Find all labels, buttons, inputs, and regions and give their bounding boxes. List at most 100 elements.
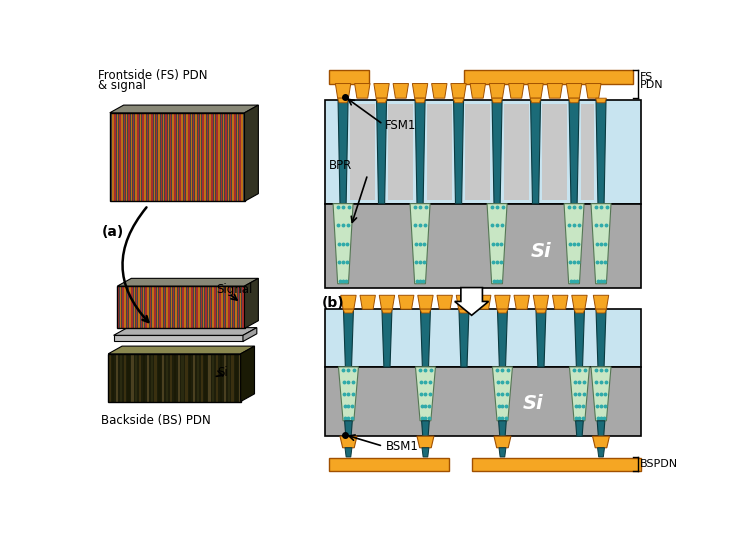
- Polygon shape: [591, 367, 611, 421]
- Polygon shape: [412, 84, 428, 98]
- Polygon shape: [202, 113, 204, 201]
- Polygon shape: [204, 354, 206, 402]
- FancyBboxPatch shape: [542, 104, 567, 200]
- Text: Si: Si: [218, 366, 229, 379]
- Polygon shape: [223, 286, 225, 329]
- Text: Frontside (FS) PDN: Frontside (FS) PDN: [98, 69, 208, 82]
- FancyBboxPatch shape: [464, 70, 633, 84]
- Polygon shape: [196, 286, 198, 329]
- Polygon shape: [499, 448, 506, 457]
- FancyBboxPatch shape: [118, 286, 244, 329]
- Polygon shape: [191, 113, 192, 201]
- Polygon shape: [491, 98, 502, 103]
- Polygon shape: [140, 113, 141, 201]
- FancyBboxPatch shape: [427, 104, 451, 200]
- Polygon shape: [244, 105, 258, 201]
- Polygon shape: [431, 84, 447, 98]
- Polygon shape: [514, 295, 529, 309]
- Polygon shape: [162, 354, 164, 402]
- Polygon shape: [126, 113, 127, 201]
- Polygon shape: [459, 309, 469, 313]
- Polygon shape: [178, 286, 179, 329]
- FancyBboxPatch shape: [471, 458, 641, 471]
- Polygon shape: [156, 113, 158, 201]
- Polygon shape: [422, 421, 429, 436]
- Polygon shape: [596, 100, 606, 204]
- Polygon shape: [198, 286, 200, 329]
- Polygon shape: [131, 286, 133, 329]
- Polygon shape: [201, 286, 202, 329]
- Polygon shape: [380, 295, 394, 309]
- Polygon shape: [241, 113, 243, 201]
- Polygon shape: [143, 354, 145, 402]
- Text: PDN: PDN: [640, 80, 664, 90]
- Polygon shape: [244, 279, 258, 329]
- Polygon shape: [420, 309, 431, 367]
- Polygon shape: [217, 286, 218, 329]
- Polygon shape: [120, 286, 121, 329]
- Polygon shape: [204, 113, 206, 201]
- Polygon shape: [177, 113, 178, 201]
- Polygon shape: [115, 113, 116, 201]
- Polygon shape: [451, 84, 466, 98]
- Polygon shape: [210, 286, 212, 329]
- Polygon shape: [333, 204, 353, 284]
- Polygon shape: [495, 295, 510, 309]
- Polygon shape: [220, 354, 222, 402]
- Text: FS: FS: [640, 72, 653, 82]
- Polygon shape: [209, 354, 211, 402]
- Polygon shape: [195, 113, 197, 201]
- Polygon shape: [166, 354, 168, 402]
- Polygon shape: [499, 421, 506, 436]
- Polygon shape: [596, 309, 606, 367]
- Polygon shape: [232, 113, 234, 201]
- Polygon shape: [596, 309, 606, 313]
- FancyBboxPatch shape: [465, 104, 490, 200]
- Polygon shape: [182, 286, 184, 329]
- Polygon shape: [338, 367, 358, 421]
- Text: Backside (BS) PDN: Backside (BS) PDN: [101, 414, 210, 427]
- Polygon shape: [161, 286, 163, 329]
- Polygon shape: [110, 113, 111, 201]
- Polygon shape: [116, 354, 118, 402]
- Polygon shape: [585, 84, 601, 98]
- Polygon shape: [134, 286, 135, 329]
- Polygon shape: [231, 286, 232, 329]
- FancyBboxPatch shape: [581, 104, 594, 200]
- Polygon shape: [494, 436, 511, 448]
- Polygon shape: [198, 113, 199, 201]
- Polygon shape: [186, 113, 187, 201]
- Polygon shape: [374, 84, 389, 98]
- Polygon shape: [212, 354, 215, 402]
- Text: Si: Si: [523, 393, 544, 412]
- Polygon shape: [593, 295, 609, 309]
- Polygon shape: [415, 100, 425, 204]
- Polygon shape: [226, 286, 228, 329]
- Polygon shape: [243, 113, 245, 201]
- Polygon shape: [145, 286, 147, 329]
- Polygon shape: [221, 286, 223, 329]
- Polygon shape: [377, 100, 386, 204]
- Polygon shape: [422, 448, 429, 457]
- Polygon shape: [175, 113, 176, 201]
- Polygon shape: [354, 84, 370, 98]
- Polygon shape: [215, 286, 216, 329]
- Polygon shape: [149, 286, 152, 329]
- Polygon shape: [165, 113, 166, 201]
- Polygon shape: [200, 113, 201, 201]
- FancyBboxPatch shape: [388, 104, 413, 200]
- Text: FSM1: FSM1: [385, 119, 416, 132]
- Polygon shape: [184, 113, 185, 201]
- Polygon shape: [574, 309, 585, 313]
- Polygon shape: [228, 113, 229, 201]
- Polygon shape: [418, 295, 433, 309]
- Polygon shape: [216, 354, 218, 402]
- Polygon shape: [337, 98, 349, 103]
- Polygon shape: [122, 286, 124, 329]
- Polygon shape: [180, 286, 181, 329]
- Polygon shape: [114, 335, 243, 341]
- Polygon shape: [161, 113, 162, 201]
- Polygon shape: [233, 286, 235, 329]
- Text: BSM1: BSM1: [386, 441, 418, 453]
- Polygon shape: [564, 204, 584, 284]
